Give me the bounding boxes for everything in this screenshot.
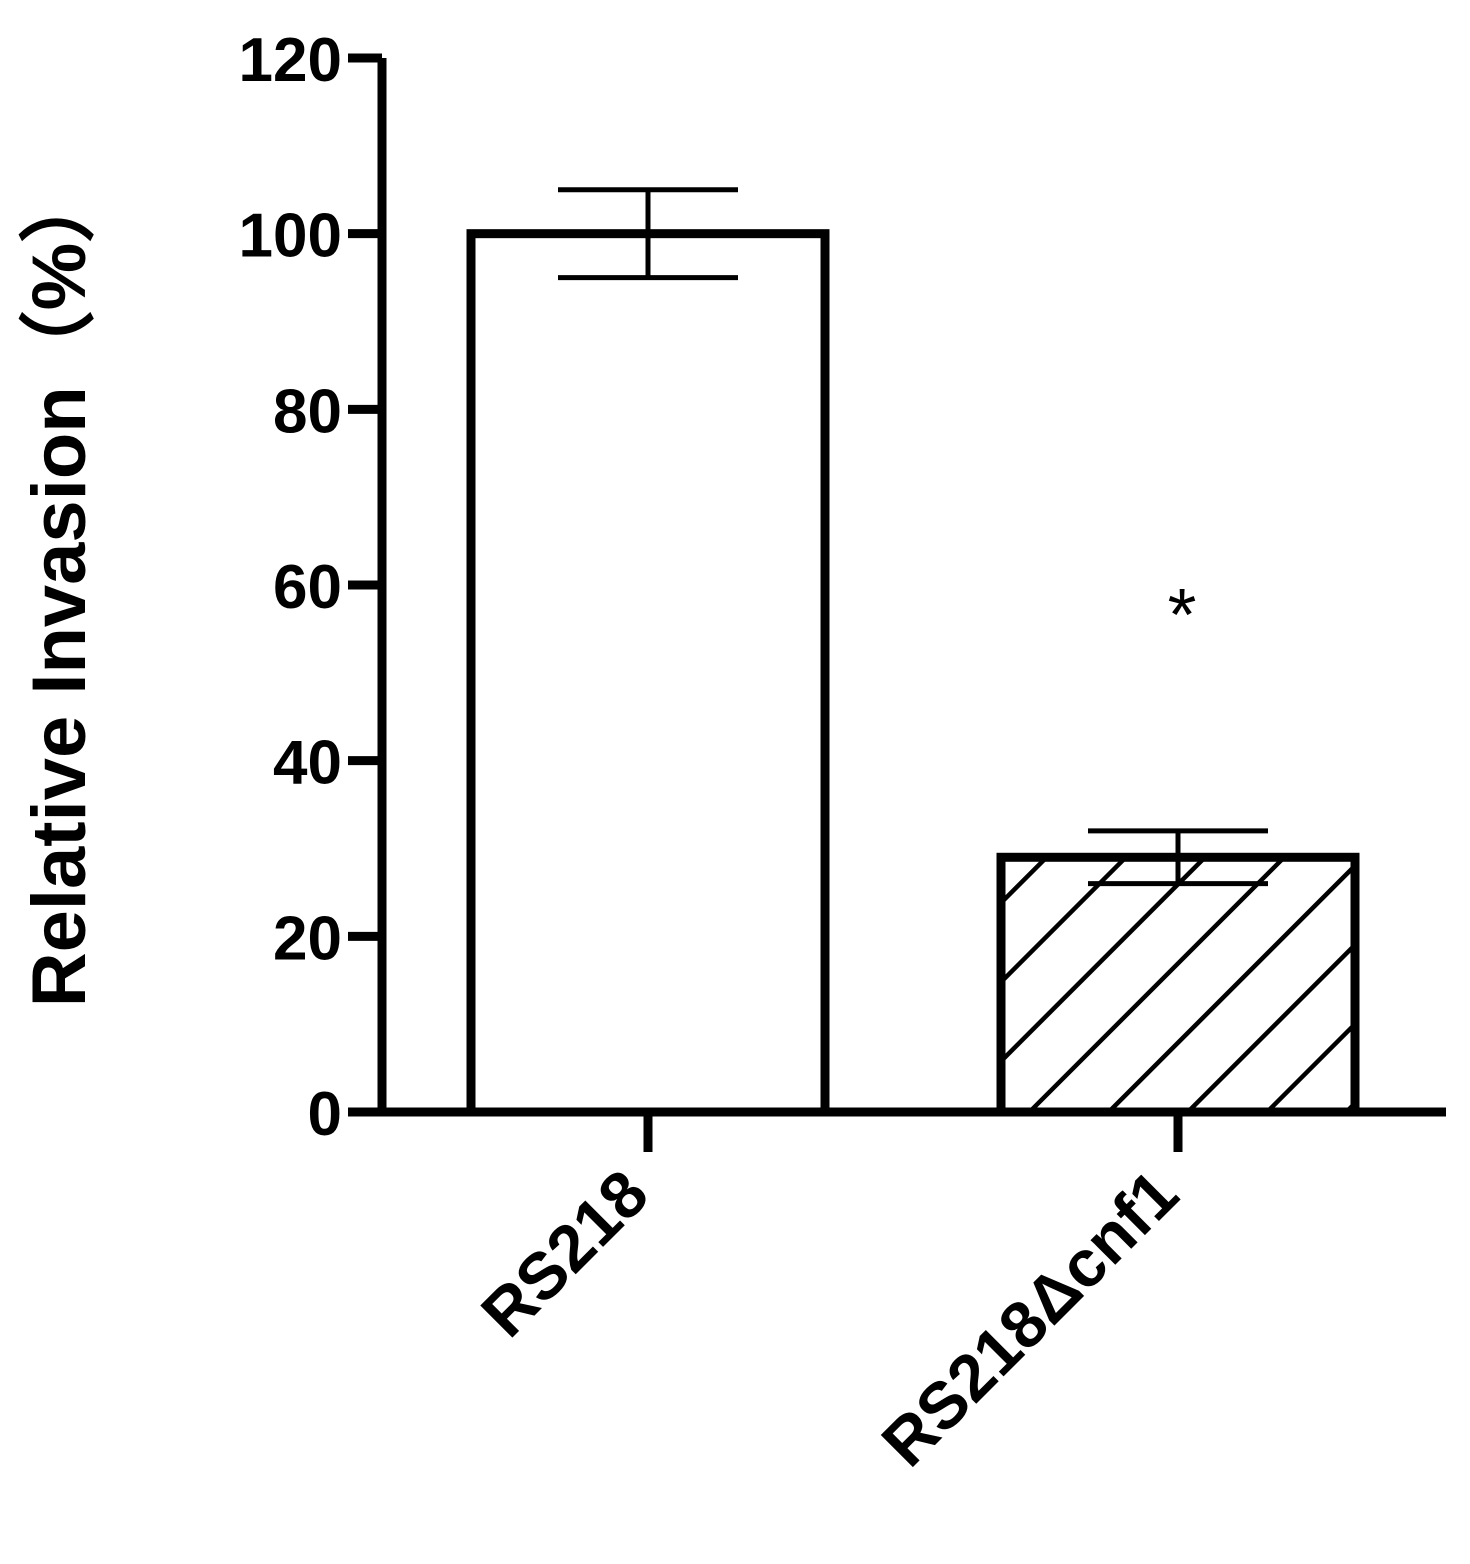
y-tick-label: 100 (239, 202, 342, 271)
bar (466, 229, 830, 1117)
y-tick-label: 20 (273, 904, 342, 973)
y-axis-title: Relative Invasion（%） (17, 167, 102, 1008)
y-tick-label: 0 (308, 1080, 342, 1149)
x-axis: RS218 RS218Δcnf1 (348, 1107, 1446, 1481)
y-axis: 0 20 40 60 80 100 120 (239, 26, 387, 1149)
y-tick-label: 40 (273, 729, 342, 798)
y-tick-label: 120 (239, 26, 342, 95)
y-tick-label: 80 (273, 377, 342, 446)
bars: * (466, 187, 1360, 1117)
y-tick-label: 60 (273, 553, 342, 622)
category-label: RS218Δcnf1 (867, 1156, 1192, 1481)
bar (996, 852, 1360, 1117)
significance-marker: * (1168, 573, 1197, 656)
category-label: RS218 (467, 1156, 662, 1351)
